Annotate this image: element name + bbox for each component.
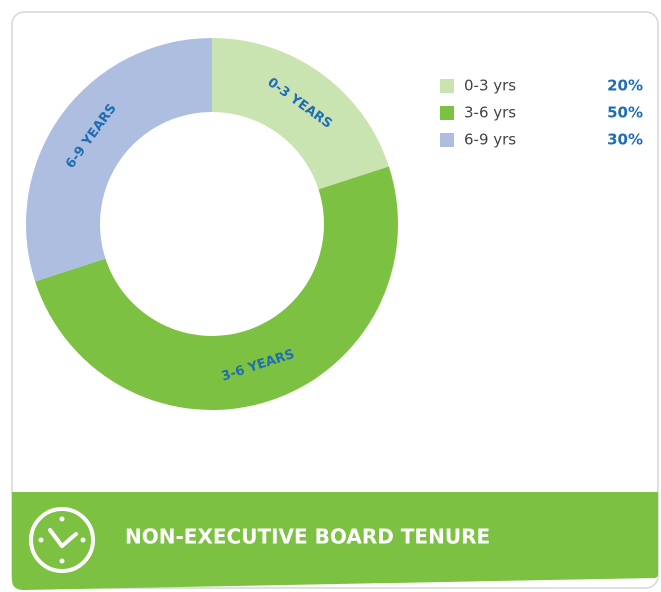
legend-label: 6-9 yrs bbox=[464, 131, 516, 149]
legend-swatch bbox=[440, 133, 454, 147]
legend-swatch bbox=[440, 106, 454, 120]
legend-label: 0-3 yrs bbox=[464, 77, 516, 95]
legend-value: 30% bbox=[607, 131, 643, 149]
donut-segment bbox=[25, 38, 213, 282]
donut-segment bbox=[212, 38, 389, 190]
legend-swatch bbox=[440, 79, 454, 93]
footer-band bbox=[12, 492, 658, 590]
legend-value: 50% bbox=[607, 104, 643, 122]
chart-title: NON-EXECUTIVE BOARD TENURE bbox=[125, 525, 490, 549]
legend-value: 20% bbox=[607, 77, 643, 95]
legend-label: 3-6 yrs bbox=[464, 104, 516, 122]
clock-ticks bbox=[38, 516, 86, 564]
clock-icon bbox=[29, 507, 95, 573]
donut-segment bbox=[35, 166, 399, 411]
